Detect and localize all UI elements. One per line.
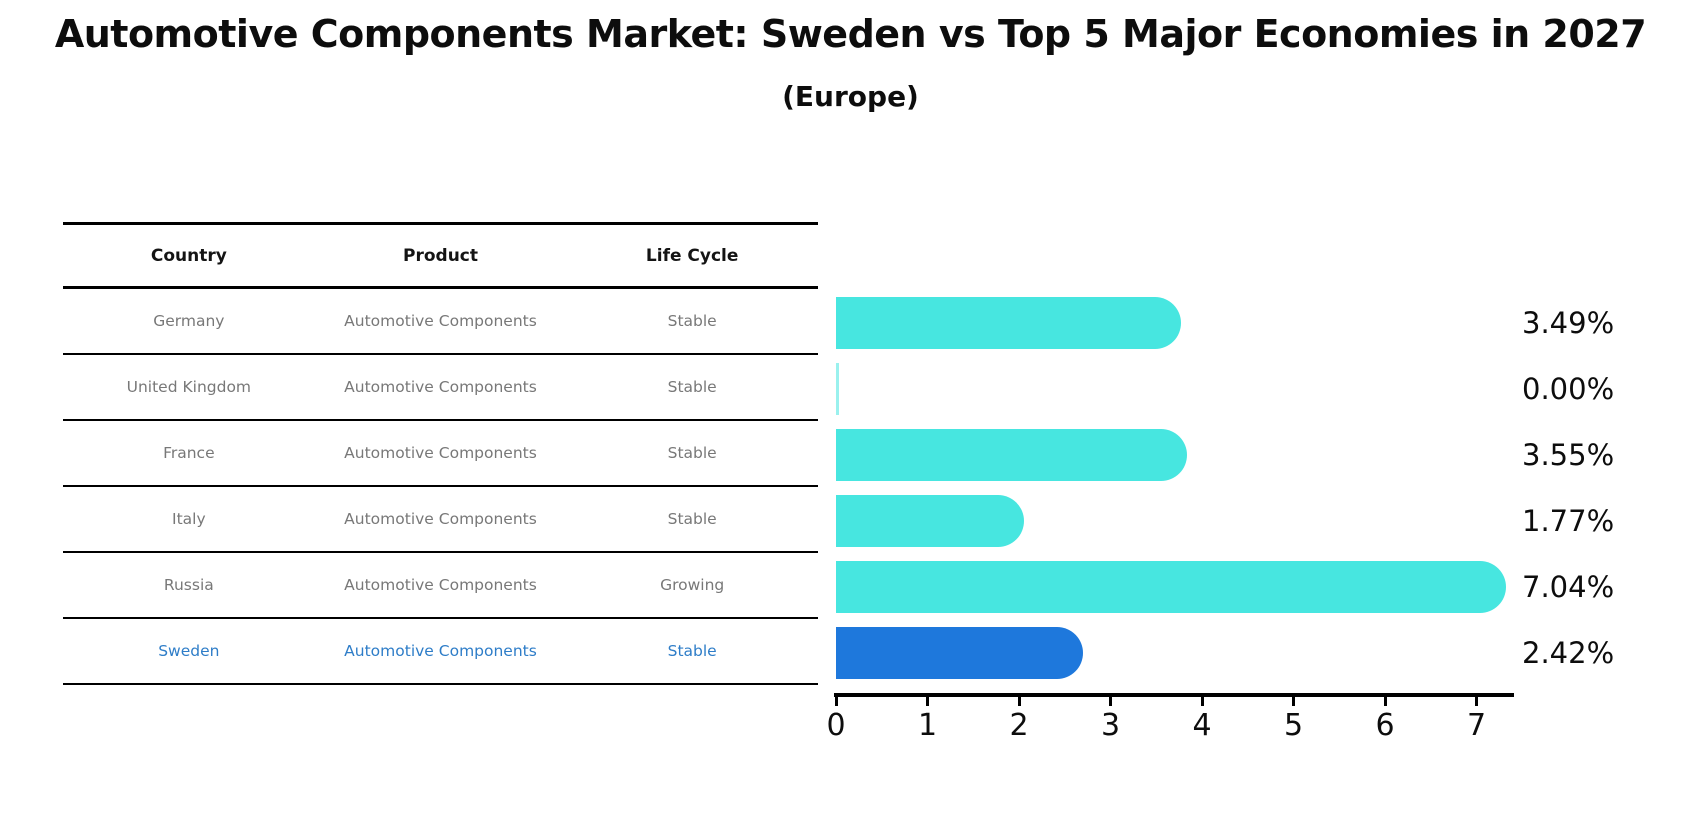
chart-title: Automotive Components Market: Sweden vs … bbox=[54, 12, 1647, 56]
table-header-row: Country Product Life Cycle bbox=[63, 222, 818, 289]
x-axis-tick-label: 3 bbox=[1100, 708, 1121, 743]
bar-united-kingdom bbox=[836, 363, 839, 415]
table-row: United Kingdom Automotive Components Stabl… bbox=[63, 355, 818, 421]
table-cell-country: United Kingdom bbox=[126, 378, 252, 396]
x-axis-line bbox=[834, 693, 1514, 697]
table-cell-lifecycle: Stable bbox=[667, 444, 717, 462]
bar-value-label: 1.77% bbox=[1522, 504, 1615, 538]
bar-value-label: 2.42% bbox=[1522, 636, 1615, 670]
x-axis-tick-label: 6 bbox=[1375, 708, 1395, 743]
chart-subtitle: (Europe) bbox=[782, 80, 919, 113]
table-header-lifecycle: Life Cycle bbox=[645, 245, 739, 266]
table-header-product: Product bbox=[403, 245, 478, 266]
table-cell-product: Automotive Components bbox=[344, 642, 537, 660]
x-axis-tick bbox=[1475, 697, 1478, 706]
table-body: Germany Automotive Components Stable United… bbox=[63, 289, 818, 685]
bar-value-label: 3.49% bbox=[1522, 306, 1615, 340]
bar-value-label: 0.00% bbox=[1522, 372, 1615, 406]
x-axis-tick bbox=[1383, 697, 1387, 706]
bar-chart: 3.49% 0.00% 3.55% 1.77% 7.04% 2.42% 0 1 2 3 4 5 6 7 bbox=[826, 0, 1701, 823]
x-axis-tick bbox=[1200, 697, 1204, 706]
x-axis-tick bbox=[1109, 697, 1112, 706]
table-header-country: Country bbox=[150, 245, 227, 266]
table-cell-country: Italy bbox=[172, 510, 206, 528]
table-row: Italy Automotive Components Stable bbox=[63, 487, 818, 553]
table-cell-lifecycle: Stable bbox=[667, 510, 717, 528]
bar-value-label: 7.04% bbox=[1522, 570, 1615, 604]
x-axis-tick-label: 0 bbox=[826, 708, 846, 743]
bar-russia bbox=[836, 561, 1507, 613]
x-axis-tick-label: 7 bbox=[1466, 708, 1487, 743]
x-axis-tick bbox=[926, 697, 929, 706]
bar-sweden bbox=[836, 627, 1084, 679]
x-axis-tick bbox=[834, 697, 838, 706]
table-cell-lifecycle: Stable bbox=[667, 642, 717, 660]
table-cell-country: France bbox=[163, 444, 215, 462]
table-row: Germany Automotive Components Stable bbox=[63, 289, 818, 355]
bar-italy bbox=[836, 495, 1024, 547]
table-cell-country: Sweden bbox=[158, 642, 220, 660]
table-cell-country: Germany bbox=[153, 312, 225, 330]
table-row: Russia Automotive Components Growing bbox=[63, 553, 818, 619]
x-axis-tick bbox=[1292, 697, 1295, 706]
x-axis-tick-label: 1 bbox=[917, 708, 938, 743]
x-axis-tick-label: 4 bbox=[1192, 708, 1212, 743]
country-table: Country Product Life Cycle Germany Automo… bbox=[63, 222, 818, 685]
table-cell-product: Automotive Components bbox=[344, 444, 537, 462]
table-cell-product: Automotive Components bbox=[344, 312, 537, 330]
x-axis-tick bbox=[1017, 697, 1021, 706]
bar-germany bbox=[836, 297, 1182, 349]
table-cell-lifecycle: Growing bbox=[660, 576, 725, 594]
bar-value-label: 3.55% bbox=[1522, 438, 1615, 472]
table-cell-lifecycle: Stable bbox=[667, 378, 717, 396]
table-cell-product: Automotive Components bbox=[344, 576, 537, 594]
table-cell-country: Russia bbox=[163, 576, 214, 594]
table-row: France Automotive Components Stable bbox=[63, 421, 818, 487]
x-axis-tick-label: 5 bbox=[1283, 708, 1304, 743]
table-cell-lifecycle: Stable bbox=[667, 312, 717, 330]
table-cell-product: Automotive Components bbox=[344, 378, 537, 396]
bar-france bbox=[836, 429, 1187, 481]
table-cell-product: Automotive Components bbox=[344, 510, 537, 528]
x-axis-tick-label: 2 bbox=[1009, 708, 1029, 743]
table-row: Sweden Automotive Components Stable bbox=[63, 619, 818, 685]
